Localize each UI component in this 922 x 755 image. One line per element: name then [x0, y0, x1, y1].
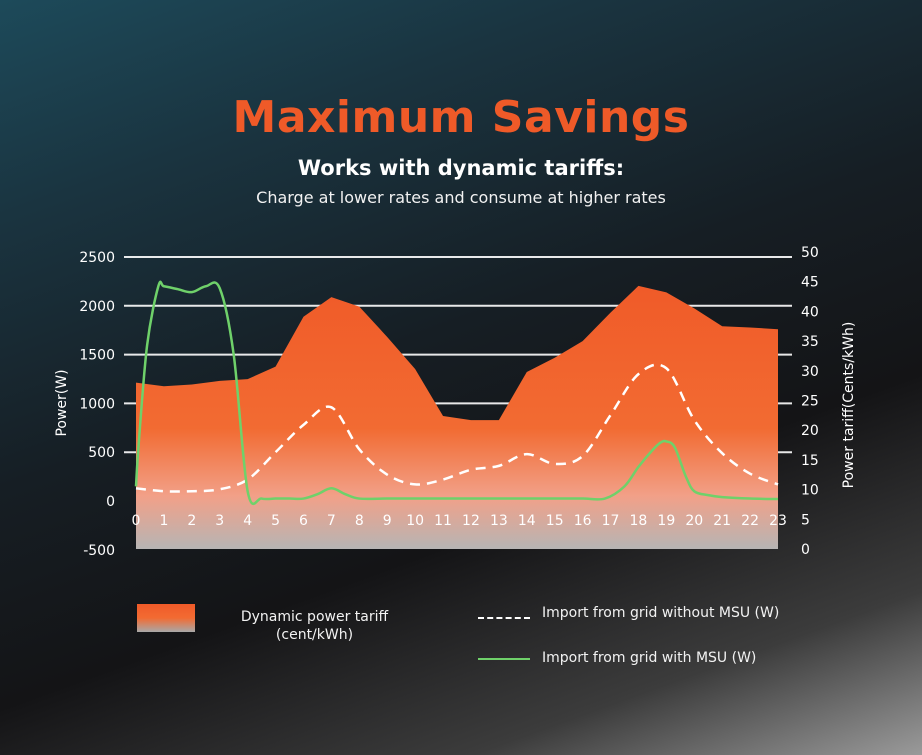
y2-tick-label: 20 [801, 423, 819, 439]
page-subtitle: Works with dynamic tariffs: [297, 156, 625, 180]
tariff-area-layer [136, 285, 778, 549]
x-tick-label: 22 [741, 513, 759, 529]
legend-tariff-swatch [137, 604, 195, 632]
x-tick-label: 8 [355, 513, 364, 529]
y2-tick-label: 5 [801, 512, 810, 528]
legend-with-msu-label: Import from grid with MSU (W) [542, 650, 757, 666]
y2-tick-label: 50 [801, 245, 819, 261]
x-tick-label: 1 [159, 513, 168, 529]
y2-tick-label: 10 [801, 483, 819, 499]
y2-tick-label: 35 [801, 334, 819, 350]
tariff-area [136, 285, 778, 549]
x-tick-label: 21 [713, 513, 731, 529]
legend-tariff-label: Dynamic power tariff (cent/kWh) [240, 609, 389, 643]
y-tick-label: 1000 [79, 396, 115, 412]
y2-tick-label: 0 [801, 542, 810, 558]
y2-tick-label: 15 [801, 453, 819, 469]
x-tick-label: 0 [132, 513, 141, 529]
y-tick-label: 500 [88, 445, 115, 461]
x-tick-label: 9 [383, 513, 392, 529]
x-tick-label: 14 [518, 513, 536, 529]
y2-tick-label: 30 [801, 364, 819, 380]
y-tick-label: 2000 [79, 299, 115, 315]
x-tick-label: 11 [434, 513, 452, 529]
y2-axis-label: Power tariff(Cents/kWh) [841, 322, 857, 489]
y2-tick-label: 25 [801, 394, 819, 410]
x-tick-label: 16 [574, 513, 592, 529]
x-tick-label: 18 [630, 513, 648, 529]
x-tick-label: 15 [546, 513, 564, 529]
x-tick-label: 17 [602, 513, 620, 529]
x-tick-label: 4 [243, 513, 252, 529]
y-axis-label: Power(W) [54, 369, 70, 436]
y2-tick-label: 45 [801, 275, 819, 291]
y-tick-label: 2500 [79, 250, 115, 266]
page-tagline: Charge at lower rates and consume at hig… [256, 188, 666, 207]
page-title: Maximum Savings [232, 92, 690, 143]
legend-solid-line-icon [478, 658, 530, 660]
x-tick-label: 2 [187, 513, 196, 529]
x-tick-label: 3 [215, 513, 224, 529]
axis-labels: -500050010001500200025000510152025303540… [54, 245, 857, 559]
x-tick-label: 10 [406, 513, 424, 529]
y-tick-label: 0 [106, 494, 115, 510]
x-tick-label: 23 [769, 513, 787, 529]
x-tick-label: 7 [327, 513, 336, 529]
legend-dashed-line-icon [478, 617, 530, 619]
legend-without-msu-label: Import from grid without MSU (W) [542, 605, 780, 621]
x-tick-label: 5 [271, 513, 280, 529]
x-tick-label: 12 [462, 513, 480, 529]
import-lines-layer [134, 280, 779, 506]
x-tick-label: 13 [490, 513, 508, 529]
x-tick-label: 20 [685, 513, 703, 529]
x-tick-label: 19 [657, 513, 675, 529]
y-tick-label: 1500 [79, 348, 115, 364]
y-tick-label: -500 [83, 543, 115, 559]
line-import-with-msu [134, 280, 779, 506]
x-tick-label: 6 [299, 513, 308, 529]
y2-tick-label: 40 [801, 304, 819, 320]
